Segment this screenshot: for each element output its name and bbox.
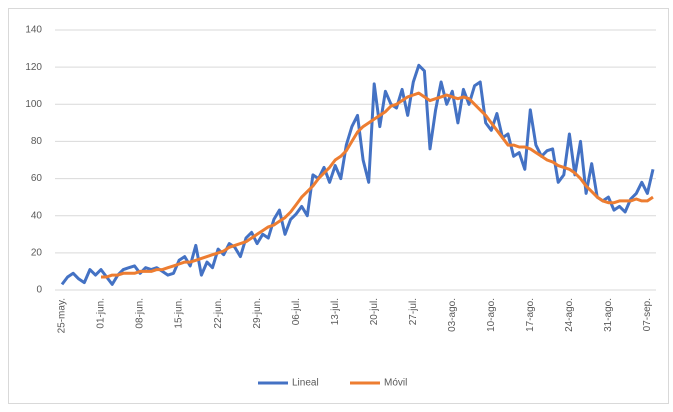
- y-tick-label: 60: [31, 173, 43, 184]
- y-tick-label: 80: [31, 136, 43, 147]
- x-tick-label: 22-jun.: [213, 298, 224, 329]
- x-tick-label: 29-jun.: [252, 298, 263, 329]
- legend-label: Móvil: [384, 378, 407, 389]
- x-tick-label: 08-jun.: [135, 298, 146, 329]
- series-line: [101, 91, 654, 279]
- x-tick-label: 27-jul.: [408, 298, 419, 325]
- y-tick-label: 0: [36, 285, 42, 296]
- x-tick-label: 01-jun.: [96, 298, 107, 329]
- x-tick-label: 10-ago.: [486, 298, 497, 332]
- y-tick-label: 40: [31, 210, 43, 221]
- x-tick-label: 07-sep.: [642, 298, 653, 331]
- x-tick-label: 25-may.: [57, 298, 68, 333]
- x-tick-label: 15-jun.: [174, 298, 185, 329]
- x-tick-label: 17-ago.: [525, 298, 536, 332]
- chart-border: [8, 8, 669, 404]
- x-tick-label: 31-ago.: [603, 298, 614, 332]
- x-tick-label: 06-jul.: [291, 298, 302, 325]
- x-tick-label: 24-ago.: [564, 298, 575, 332]
- y-tick-label: 100: [25, 99, 42, 110]
- x-tick-label: 03-ago.: [447, 298, 458, 332]
- legend-label: Lineal: [292, 378, 319, 389]
- x-tick-label: 13-jul.: [330, 298, 341, 325]
- y-tick-label: 140: [25, 25, 42, 36]
- y-tick-label: 120: [25, 62, 42, 73]
- y-tick-label: 20: [31, 247, 43, 258]
- x-tick-label: 20-jul.: [369, 298, 380, 325]
